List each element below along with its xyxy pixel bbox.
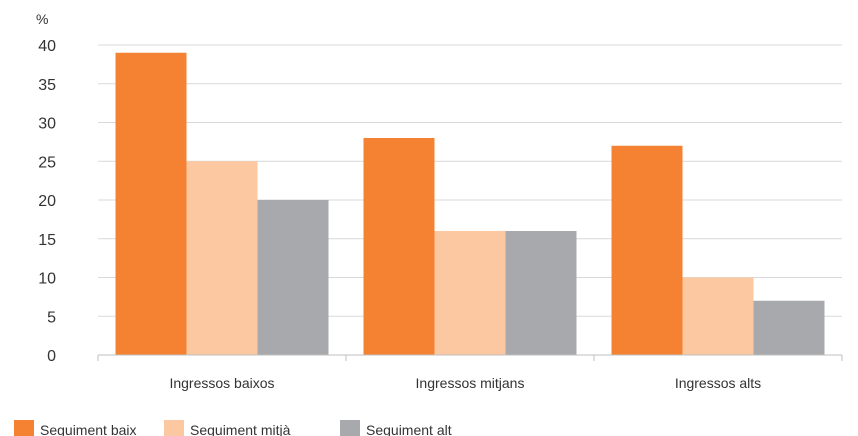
bar-ingressos-alts-3: [753, 300, 825, 355]
bar-ingressos-mitjans-1: [363, 138, 435, 355]
y-axis-unit-label: %: [36, 11, 48, 27]
y-tick-label: 15: [38, 232, 56, 249]
legend-label: Seguiment mitjà: [190, 422, 291, 436]
y-tick-label: 30: [38, 116, 56, 133]
y-tick-label: 20: [38, 193, 56, 210]
bar-ingressos-baixos-2: [186, 161, 258, 355]
legend-swatch: [340, 420, 360, 436]
bar-ingressos-baixos-1: [115, 52, 187, 355]
legend: Seguiment baix Seguiment mitjà Seguiment a…: [14, 420, 452, 436]
bars: [115, 52, 825, 355]
y-tick-label: 25: [38, 154, 56, 171]
x-axis: Ingressos baixos Ingressos mitjans Ingress…: [97, 354, 843, 391]
y-tick-label: 35: [38, 77, 56, 94]
legend-label: Seguiment baix: [40, 422, 137, 436]
y-tick-label: 10: [38, 271, 56, 288]
y-tick-label: 0: [47, 348, 56, 365]
bar-ingressos-alts-2: [682, 277, 754, 355]
y-axis-ticks: 0 5 10 15 20 25 30 35 40: [38, 38, 56, 365]
y-tick-label: 5: [47, 309, 56, 326]
y-tick-label: 40: [38, 38, 56, 55]
legend-swatch: [14, 420, 34, 436]
legend-swatch: [164, 420, 184, 436]
bar-ingressos-baixos-3: [257, 200, 329, 355]
x-category-label: Ingressos alts: [675, 375, 761, 391]
x-category-label: Ingressos mitjans: [416, 375, 525, 391]
bar-ingressos-alts-1: [611, 145, 683, 355]
legend-label: Seguiment alt: [366, 422, 452, 436]
x-category-label: Ingressos baixos: [169, 375, 274, 391]
bar-ingressos-mitjans-3: [505, 231, 577, 355]
bar-ingressos-mitjans-2: [434, 231, 506, 355]
